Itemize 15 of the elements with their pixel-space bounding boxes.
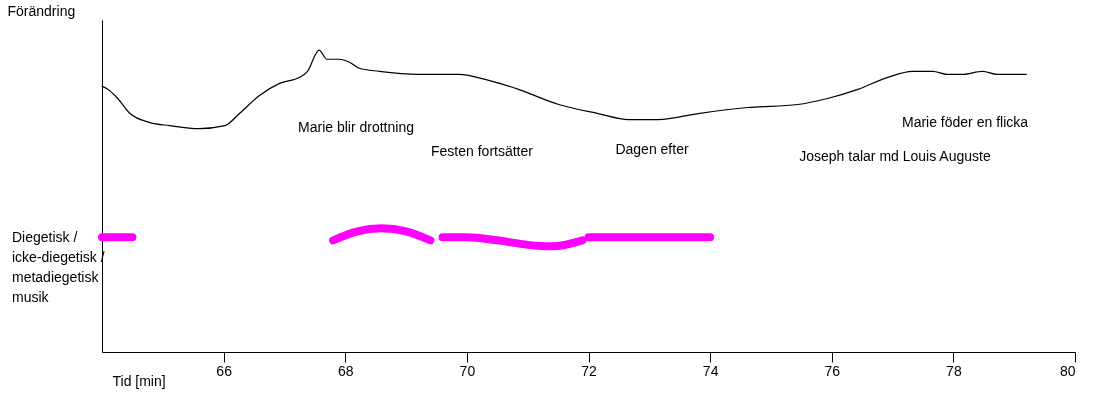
annotation: Marie föder en flicka xyxy=(901,114,1029,130)
annotation: Festen fortsätter xyxy=(431,143,534,159)
y-axis-title: Förändring xyxy=(7,2,76,19)
x-tick-label: 76 xyxy=(824,362,841,379)
x-tick-label: 74 xyxy=(702,362,719,379)
x-tick-label: 78 xyxy=(946,362,962,379)
annotation: Marie blir drottning xyxy=(298,119,414,135)
x-axis-title: Tid [min] xyxy=(112,372,166,389)
x-tick-label: 66 xyxy=(216,362,233,379)
annotation: Joseph talar md Louis Auguste xyxy=(799,148,991,164)
annotation: Dagen efter xyxy=(615,141,689,157)
x-tick-label: 72 xyxy=(581,362,597,379)
x-tick-label: 80 xyxy=(1059,362,1076,379)
x-tick-label: 70 xyxy=(459,362,476,379)
x-tick-label: 68 xyxy=(337,362,354,379)
